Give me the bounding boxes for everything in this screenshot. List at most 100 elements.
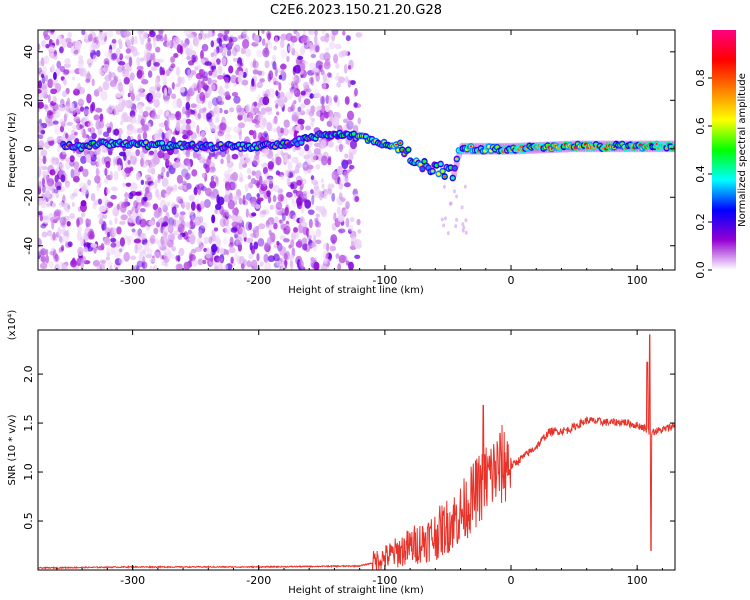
heatmap-cell: [195, 113, 202, 121]
heatmap-cell: [166, 170, 170, 178]
heatmap-cell: [101, 119, 105, 125]
heatmap-cell: [69, 69, 75, 75]
heatmap-cell: [198, 82, 202, 93]
heatmap-cell: [110, 186, 119, 192]
heatmap-cell: [38, 248, 42, 257]
heatmap-cell: [219, 122, 227, 131]
heatmap-cell: [135, 149, 140, 157]
heatmap-cell: [310, 120, 314, 127]
heatmap-cell: [249, 85, 257, 93]
heatmap-cell: [120, 214, 128, 221]
heatmap-cell: [256, 94, 261, 103]
heatmap-cell: [237, 122, 246, 129]
heatmap-cell: [277, 97, 285, 107]
heatmap-cell: [275, 207, 283, 216]
heatmap-cell: [43, 104, 49, 110]
heatmap-cell: [101, 156, 107, 165]
heatmap-cell: [97, 129, 103, 136]
heatmap-cell: [50, 30, 56, 34]
heatmap-cell: [305, 125, 312, 131]
heatmap-cell: [292, 111, 300, 121]
heatmap-cell: [73, 188, 81, 194]
heatmap-cell: [347, 79, 352, 88]
heatmap-cell: [202, 107, 207, 113]
heatmap-cell: [300, 34, 308, 43]
heatmap-cell: [160, 171, 164, 180]
heatmap-cell: [296, 231, 300, 240]
heatmap-cell: [110, 242, 117, 248]
heatmap-cell: [234, 207, 239, 217]
heatmap-cell: [334, 75, 342, 81]
heatmap-cell: [60, 121, 66, 128]
heatmap-cell: [225, 249, 230, 256]
heatmap-cell: [133, 264, 140, 270]
heatmap-cell: [164, 262, 169, 268]
heatmap-cell: [194, 246, 203, 252]
heatmap-cell: [256, 81, 263, 89]
heatmap-cell: [420, 167, 425, 171]
heatmap-cell: [125, 48, 132, 54]
heatmap-cell: [118, 61, 126, 66]
colorbar-gradient: [712, 30, 736, 270]
heatmap-cell: [242, 194, 246, 205]
heatmap-cell: [105, 227, 111, 236]
heatmap-cell: [42, 65, 48, 75]
heatmap-cell: [272, 127, 278, 133]
heatmap-cell: [227, 199, 235, 210]
heatmap-cell: [321, 30, 326, 35]
heatmap-cell: [161, 131, 165, 140]
heatmap-cell: [265, 220, 272, 229]
heatmap-cell: [245, 221, 252, 231]
heatmap-cell: [43, 55, 50, 65]
heatmap-cell: [321, 155, 328, 166]
heatmap-cell: [306, 244, 310, 250]
heatmap-cell: [177, 185, 185, 191]
heatmap-cell: [134, 243, 138, 254]
heatmap-cell: [105, 161, 111, 169]
colorbar-label: Normalized spectral amplitude: [737, 73, 748, 227]
heatmap-cell: [210, 175, 214, 183]
heatmap-cell: [126, 38, 133, 48]
heatmap-cell: [302, 161, 309, 171]
heatmap-cell: [342, 30, 346, 36]
heatmap-cell: [200, 30, 204, 38]
heatmap-cell: [291, 114, 299, 122]
heatmap-cell: [100, 90, 108, 101]
heatmap-cell: [249, 61, 254, 68]
heatmap-cell: [273, 184, 280, 193]
heatmap-cell: [313, 189, 321, 195]
heatmap-cell: [206, 112, 213, 120]
heatmap-cell: [273, 222, 278, 230]
heatmap-cell: [167, 118, 171, 128]
heatmap-cell: [104, 52, 111, 58]
heatmap-cell: [236, 104, 242, 113]
heatmap-cell: [222, 237, 228, 245]
heatmap-cell: [182, 134, 189, 140]
heatmap-cell: [268, 180, 274, 190]
heatmap-cell: [349, 126, 354, 131]
heatmap-cell: [332, 116, 340, 127]
heatmap-cell: [118, 134, 122, 140]
heatmap-cell: [210, 162, 216, 171]
heatmap-cell: [69, 215, 76, 221]
heatmap-cell: [73, 50, 79, 55]
heatmap-cell: [293, 88, 301, 98]
heatmap-cell: [310, 76, 315, 86]
heatmap-cell: [299, 45, 306, 56]
heatmap-cell: [313, 35, 318, 44]
heatmap-cell: [401, 148, 404, 151]
heatmap-cell: [99, 113, 104, 123]
heatmap-cell: [303, 243, 307, 251]
heatmap-cell: [279, 246, 287, 256]
heatmap-cell: [211, 61, 218, 67]
heatmap-cell: [357, 117, 362, 125]
heatmap-cell: [327, 72, 332, 78]
heatmap-cell: [181, 180, 187, 186]
heatmap-cell: [205, 187, 212, 197]
heatmap-cell: [283, 196, 288, 205]
heatmap-cell: [266, 237, 272, 246]
heatmap-cell: [226, 49, 232, 57]
heatmap-cell: [221, 51, 227, 57]
heatmap-cell: [309, 112, 313, 121]
